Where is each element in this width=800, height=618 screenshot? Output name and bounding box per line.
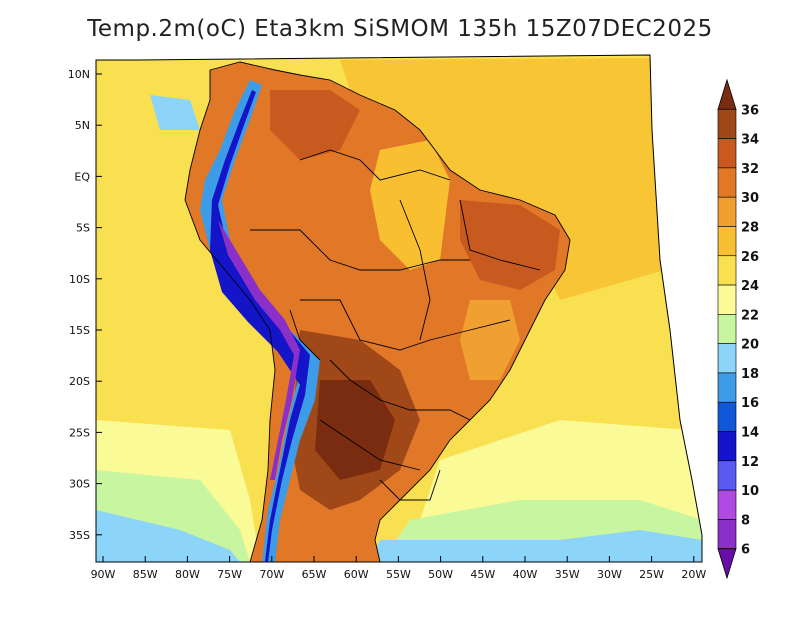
hottest-core [315,380,395,480]
map-frame [95,54,703,563]
lon-label: 50W [428,568,453,581]
colorbar-label: 6 [741,543,750,558]
colorbar-segment [717,372,737,403]
colorbar-label: 10 [741,484,759,499]
lat-label: EQ [74,170,90,183]
hot-northeast [460,200,560,290]
border-uruguay [379,469,441,501]
lon-label: 30W [597,568,622,581]
lon-label: 80W [175,568,200,581]
lat-label: 5S [76,222,90,235]
lat-label: 15S [69,324,90,337]
colorbar-segment [717,196,737,227]
lat-label: 10S [69,273,90,286]
hot-north [270,90,360,160]
colorbar-label: 12 [741,455,759,470]
temperature-field [96,55,702,562]
colorbar-label: 30 [741,191,759,206]
colorbar-segment [717,108,737,139]
lon-label: 70W [259,568,284,581]
cooler-amazon-patch [370,140,450,270]
lat-label: 30S [69,478,90,491]
lat-label: 10N [68,68,90,81]
colorbar-segment [717,167,737,198]
colorbar-segment [717,314,737,344]
colorbar-label: 28 [741,220,759,235]
country-borders [184,61,571,563]
lon-label: 75W [217,568,242,581]
colorbar-arrow-top [717,78,737,110]
lat-label: 20S [69,375,90,388]
lat-label: 35S [69,529,90,542]
andes-coldest-strip [218,220,300,480]
colorbar-segment [717,138,737,169]
colorbar-segment [717,401,737,432]
colorbar: 36 34 32 30 28 26 24 22 20 18 16 14 12 10 8 6 [717,78,759,580]
border-paraguay [329,359,471,421]
coastline-east [209,61,571,563]
colorbar-label: 20 [741,338,759,353]
cold-ocean-east [370,530,702,562]
longitude-axis: 90W 85W 80W 75W 70W 65W 60W 55W 50W 45W 40W 35W 30W 2… [91,556,706,581]
colorbar-segment [717,255,737,286]
cold-ocean-west [96,510,240,562]
border-brazil-north [250,229,470,271]
lon-label: 40W [513,568,538,581]
cooler-southeast-highlands [460,300,520,380]
colorbar-label: 26 [741,250,759,265]
colorbar-label: 34 [741,133,759,148]
lon-label: 20W [681,568,706,581]
colorbar-label: 36 [741,103,759,118]
colorbar-segment [717,489,737,520]
border-brazil-central [300,299,511,351]
colorbar-segment [717,284,737,315]
coastline-west [184,70,276,563]
colorbar-label: 24 [741,279,759,294]
colorbar-label: 8 [741,513,750,528]
lon-label: 65W [302,568,327,581]
colorbar-label: 16 [741,396,759,411]
border-bolivia [289,309,321,361]
colorbar-segment [717,226,737,257]
lat-label: 25S [69,426,90,439]
latitude-axis: 10N 5N EQ 5S 10S 15S 20S 25S 30S 35S [68,68,102,542]
pacific-cool-patch [150,95,200,130]
lon-label: 85W [133,568,158,581]
map-title: Temp.2m(oC) Eta3km SiSMOM 135h 15Z07DEC2… [87,16,713,42]
border-states-1 [399,199,431,341]
lon-label: 35W [555,568,580,581]
colorbar-label: 32 [741,162,759,177]
colorbar-segment [717,343,737,374]
border-guianas [299,149,451,181]
lat-label: 5N [75,119,90,132]
border-states-2 [459,199,541,271]
colorbar-label: 18 [741,367,759,382]
colorbar-segment [717,460,737,491]
andes-colder-strip [210,90,310,562]
colorbar-segment [717,431,737,462]
lon-label: 45W [470,568,495,581]
lon-label: 60W [344,568,369,581]
lon-label: 55W [386,568,411,581]
colorbar-arrow-bottom [717,548,737,580]
colorbar-label: 14 [741,426,759,441]
border-argentina-north [319,419,421,471]
colorbar-label: 22 [741,308,759,323]
lon-label: 25W [639,568,664,581]
colorbar-segment [717,519,737,550]
warm-ocean-band [340,58,665,300]
lon-label: 90W [91,568,116,581]
